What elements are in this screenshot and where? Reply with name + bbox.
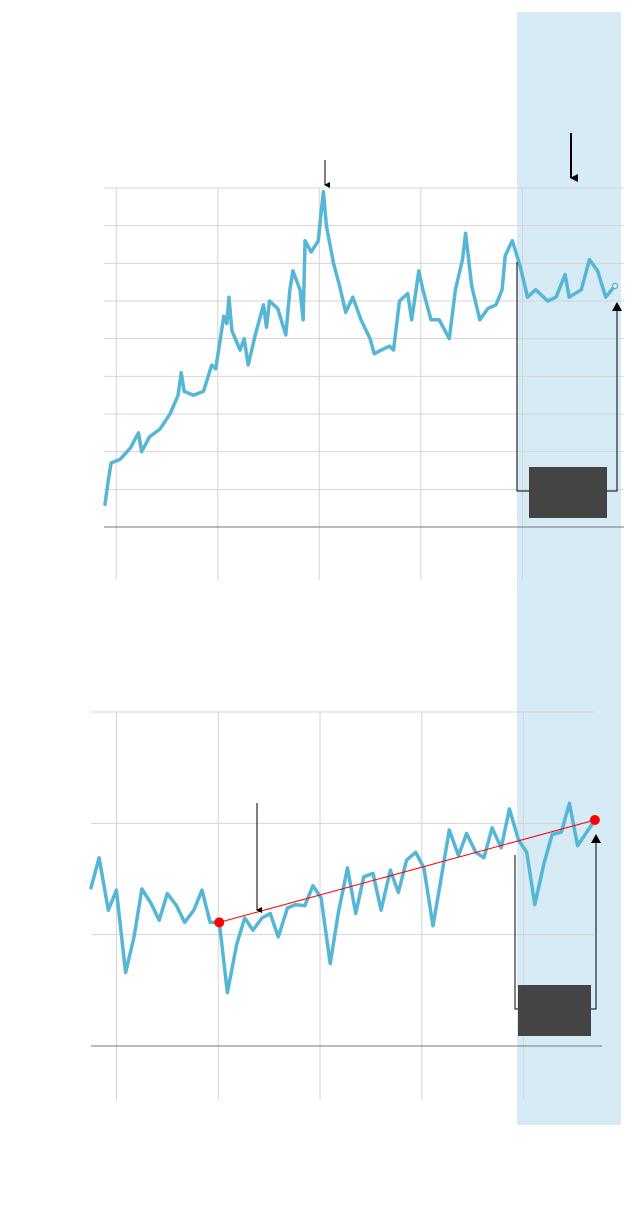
arrow-head	[591, 834, 601, 843]
trend-line	[219, 819, 596, 923]
data-line	[103, 190, 617, 507]
highlight-band	[517, 12, 621, 1125]
trend-point	[589, 814, 600, 825]
annotations	[256, 133, 622, 1036]
end-marker	[611, 282, 619, 290]
label-box	[529, 467, 607, 518]
arrow-head	[612, 302, 622, 311]
label-box	[518, 985, 591, 1036]
trend-point	[214, 917, 225, 928]
data-line	[89, 801, 597, 995]
plot-layer	[89, 187, 624, 1100]
